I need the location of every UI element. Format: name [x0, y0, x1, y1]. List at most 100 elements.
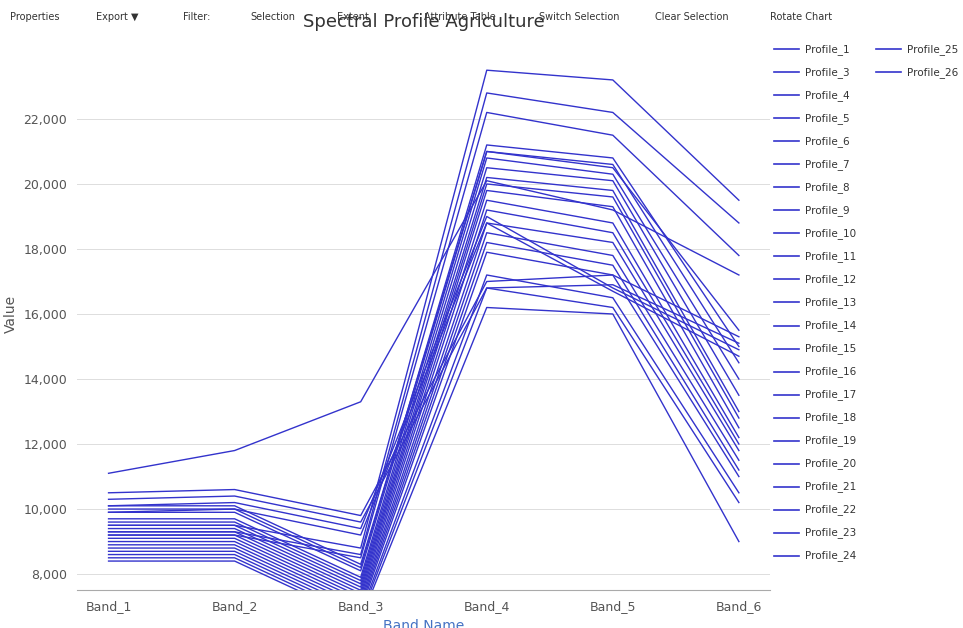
Profile_24 — [229, 521, 241, 529]
Profile_20 — [733, 352, 744, 360]
Profile_1 — [355, 398, 367, 406]
Text: Attribute Table: Attribute Table — [424, 13, 496, 22]
Profile_15 — [355, 603, 367, 610]
Line: Profile_24: Profile_24 — [109, 70, 739, 548]
Profile_19 — [355, 525, 367, 533]
Profile_5 — [481, 154, 492, 162]
Profile_5 — [355, 573, 367, 581]
Profile_11 — [481, 197, 492, 204]
Line: Profile_26: Profile_26 — [109, 112, 739, 558]
Line: Profile_10: Profile_10 — [109, 190, 739, 590]
Profile_8 — [733, 327, 744, 334]
Profile_4 — [355, 567, 367, 575]
Profile_22 — [229, 554, 241, 561]
Profile_24 — [733, 197, 744, 204]
Line: Profile_17: Profile_17 — [109, 275, 739, 516]
Profile_18 — [355, 518, 367, 526]
Line: Profile_14: Profile_14 — [109, 233, 739, 604]
Profile_4 — [481, 148, 492, 155]
Profile_5 — [733, 376, 744, 383]
Profile_11 — [355, 590, 367, 597]
Profile_24 — [103, 521, 115, 529]
Profile_6 — [733, 391, 744, 399]
Text: Profile_20: Profile_20 — [805, 458, 856, 469]
Profile_25 — [355, 551, 367, 558]
Profile_26 — [733, 252, 744, 259]
Profile_13 — [607, 239, 618, 246]
Text: Profile_19: Profile_19 — [805, 435, 856, 446]
Profile_8 — [355, 561, 367, 568]
Text: Filter:: Filter: — [183, 13, 210, 22]
Profile_21 — [733, 489, 744, 497]
Profile_16 — [229, 548, 241, 555]
Profile_20 — [355, 531, 367, 539]
Text: Clear Selection: Clear Selection — [655, 13, 728, 22]
Profile_7 — [355, 580, 367, 588]
Text: Profile_17: Profile_17 — [805, 389, 856, 400]
Text: Selection: Selection — [250, 13, 296, 22]
Profile_26 — [481, 109, 492, 116]
Profile_11 — [733, 434, 744, 441]
Profile_3 — [355, 564, 367, 571]
Profile_15 — [103, 544, 115, 552]
Profile_6 — [229, 518, 241, 526]
Profile_19 — [103, 502, 115, 509]
Profile_24 — [355, 544, 367, 552]
Profile_16 — [607, 271, 618, 279]
Line: Profile_22: Profile_22 — [109, 288, 739, 616]
Profile_4 — [607, 161, 618, 168]
Profile_3 — [481, 141, 492, 149]
Profile_17 — [103, 489, 115, 497]
Profile_15 — [481, 239, 492, 246]
Profile_23 — [481, 304, 492, 311]
Profile_8 — [229, 502, 241, 509]
Profile_9 — [229, 525, 241, 533]
Profile_17 — [607, 271, 618, 279]
Profile_21 — [607, 294, 618, 301]
Profile_7 — [229, 521, 241, 529]
Profile_10 — [481, 187, 492, 194]
Profile_24 — [481, 67, 492, 74]
Profile_11 — [607, 219, 618, 227]
Profile_22 — [733, 499, 744, 506]
Profile_4 — [229, 509, 241, 516]
Profile_13 — [103, 538, 115, 545]
Profile_14 — [355, 600, 367, 607]
Profile_23 — [103, 557, 115, 565]
Profile_13 — [229, 538, 241, 545]
Profile_17 — [355, 512, 367, 519]
Y-axis label: Value: Value — [4, 295, 18, 333]
Profile_14 — [607, 252, 618, 259]
Profile_10 — [607, 203, 618, 210]
Profile_13 — [355, 597, 367, 604]
Profile_7 — [103, 521, 115, 529]
Profile_22 — [103, 554, 115, 561]
Profile_4 — [733, 359, 744, 367]
Text: Profile_16: Profile_16 — [805, 366, 856, 377]
Text: Profile_5: Profile_5 — [805, 113, 849, 124]
Profile_9 — [733, 414, 744, 422]
Text: Profile_14: Profile_14 — [805, 320, 856, 331]
Profile_12 — [733, 440, 744, 448]
Profile_22 — [607, 304, 618, 311]
Profile_16 — [481, 249, 492, 256]
Line: Profile_1: Profile_1 — [109, 181, 739, 474]
Line: Profile_8: Profile_8 — [109, 151, 739, 565]
Line: Profile_21: Profile_21 — [109, 275, 739, 613]
Text: Profile_22: Profile_22 — [805, 504, 856, 515]
Profile_6 — [607, 177, 618, 185]
Profile_1 — [481, 177, 492, 185]
Line: Profile_9: Profile_9 — [109, 184, 739, 587]
Profile_11 — [229, 531, 241, 539]
Text: Profile_24: Profile_24 — [805, 550, 856, 561]
Profile_8 — [481, 148, 492, 155]
Text: Profile_7: Profile_7 — [805, 159, 849, 170]
Profile_10 — [355, 587, 367, 594]
Profile_18 — [733, 340, 744, 347]
Profile_9 — [481, 180, 492, 188]
Profile_26 — [607, 131, 618, 139]
Profile_1 — [103, 470, 115, 477]
Line: Profile_3: Profile_3 — [109, 145, 739, 568]
Profile_25 — [103, 528, 115, 536]
Profile_10 — [733, 424, 744, 431]
